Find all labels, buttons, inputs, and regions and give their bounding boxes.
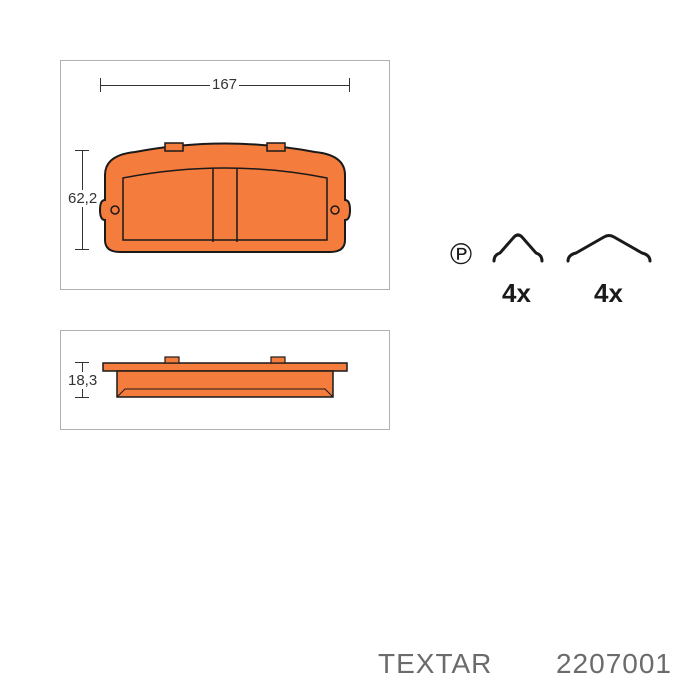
dim-thick-tick-t <box>75 362 89 363</box>
part-number: 2207001 <box>556 648 672 680</box>
dim-width-tick-r <box>349 78 350 92</box>
clip-spring-small-icon <box>488 225 548 270</box>
clip1-qty: 4x <box>502 278 531 309</box>
dim-width-label: 167 <box>210 76 239 93</box>
p-symbol: ℗ <box>450 238 472 272</box>
dim-height-tick-b <box>75 249 89 250</box>
clip2-qty: 4x <box>594 278 623 309</box>
brake-pad-side <box>95 355 355 405</box>
brake-pad-front <box>95 140 355 260</box>
clip-spring-wide-icon <box>562 225 657 270</box>
dim-thick-tick-b <box>75 397 89 398</box>
dim-height-tick-t <box>75 150 89 151</box>
dim-width-tick-l <box>100 78 101 92</box>
brand-label: TEXTAR <box>378 648 492 680</box>
